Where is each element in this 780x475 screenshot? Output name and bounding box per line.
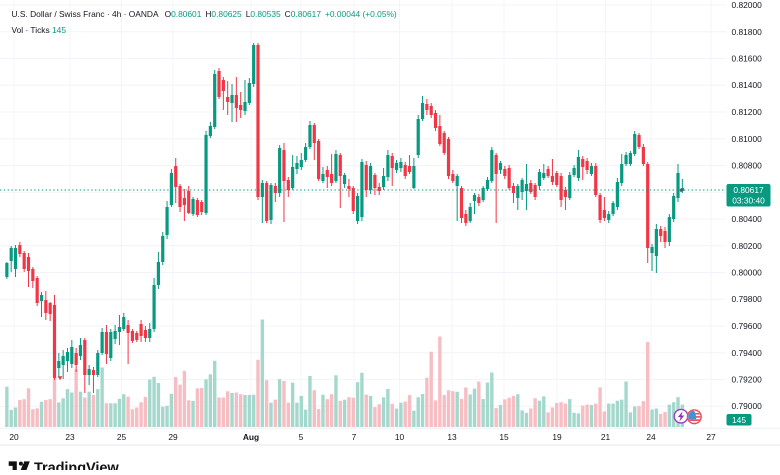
svg-text:Aug: Aug: [243, 432, 259, 442]
svg-text:21: 21: [601, 432, 611, 442]
svg-text:0.79200: 0.79200: [732, 375, 763, 385]
svg-text:13: 13: [447, 432, 457, 442]
svg-text:7: 7: [352, 432, 357, 442]
svg-text:23: 23: [65, 432, 75, 442]
svg-text:19: 19: [552, 432, 562, 442]
svg-text:0.79600: 0.79600: [732, 321, 763, 331]
svg-text:25: 25: [117, 432, 127, 442]
svg-text:24: 24: [646, 432, 656, 442]
svg-text:20: 20: [9, 432, 19, 442]
svg-text:0.81400: 0.81400: [732, 80, 763, 90]
svg-text:0.81600: 0.81600: [732, 54, 763, 64]
svg-text:0.82000: 0.82000: [732, 0, 763, 10]
svg-text:Vol · Ticks 145: Vol · Ticks 145: [12, 25, 67, 35]
svg-text:0.79000: 0.79000: [732, 401, 763, 411]
svg-text:0.81800: 0.81800: [732, 27, 763, 37]
svg-text:29: 29: [168, 432, 178, 442]
svg-text:10: 10: [395, 432, 405, 442]
svg-text:0.80400: 0.80400: [732, 214, 763, 224]
svg-text:5: 5: [299, 432, 304, 442]
svg-text:0.81000: 0.81000: [732, 134, 763, 144]
svg-text:03:30:40: 03:30:40: [732, 196, 765, 206]
svg-text:0.80000: 0.80000: [732, 268, 763, 278]
svg-text:0.80800: 0.80800: [732, 161, 763, 171]
svg-text:15: 15: [499, 432, 509, 442]
svg-text:TradingView: TradingView: [34, 460, 119, 470]
svg-text:27: 27: [706, 432, 716, 442]
svg-text:0.81200: 0.81200: [732, 107, 763, 117]
svg-text:145: 145: [732, 415, 746, 425]
svg-text:0.80617: 0.80617: [733, 185, 764, 195]
svg-text:0.80200: 0.80200: [732, 241, 763, 251]
svg-text:0.79400: 0.79400: [732, 348, 763, 358]
svg-text:0.79800: 0.79800: [732, 294, 763, 304]
